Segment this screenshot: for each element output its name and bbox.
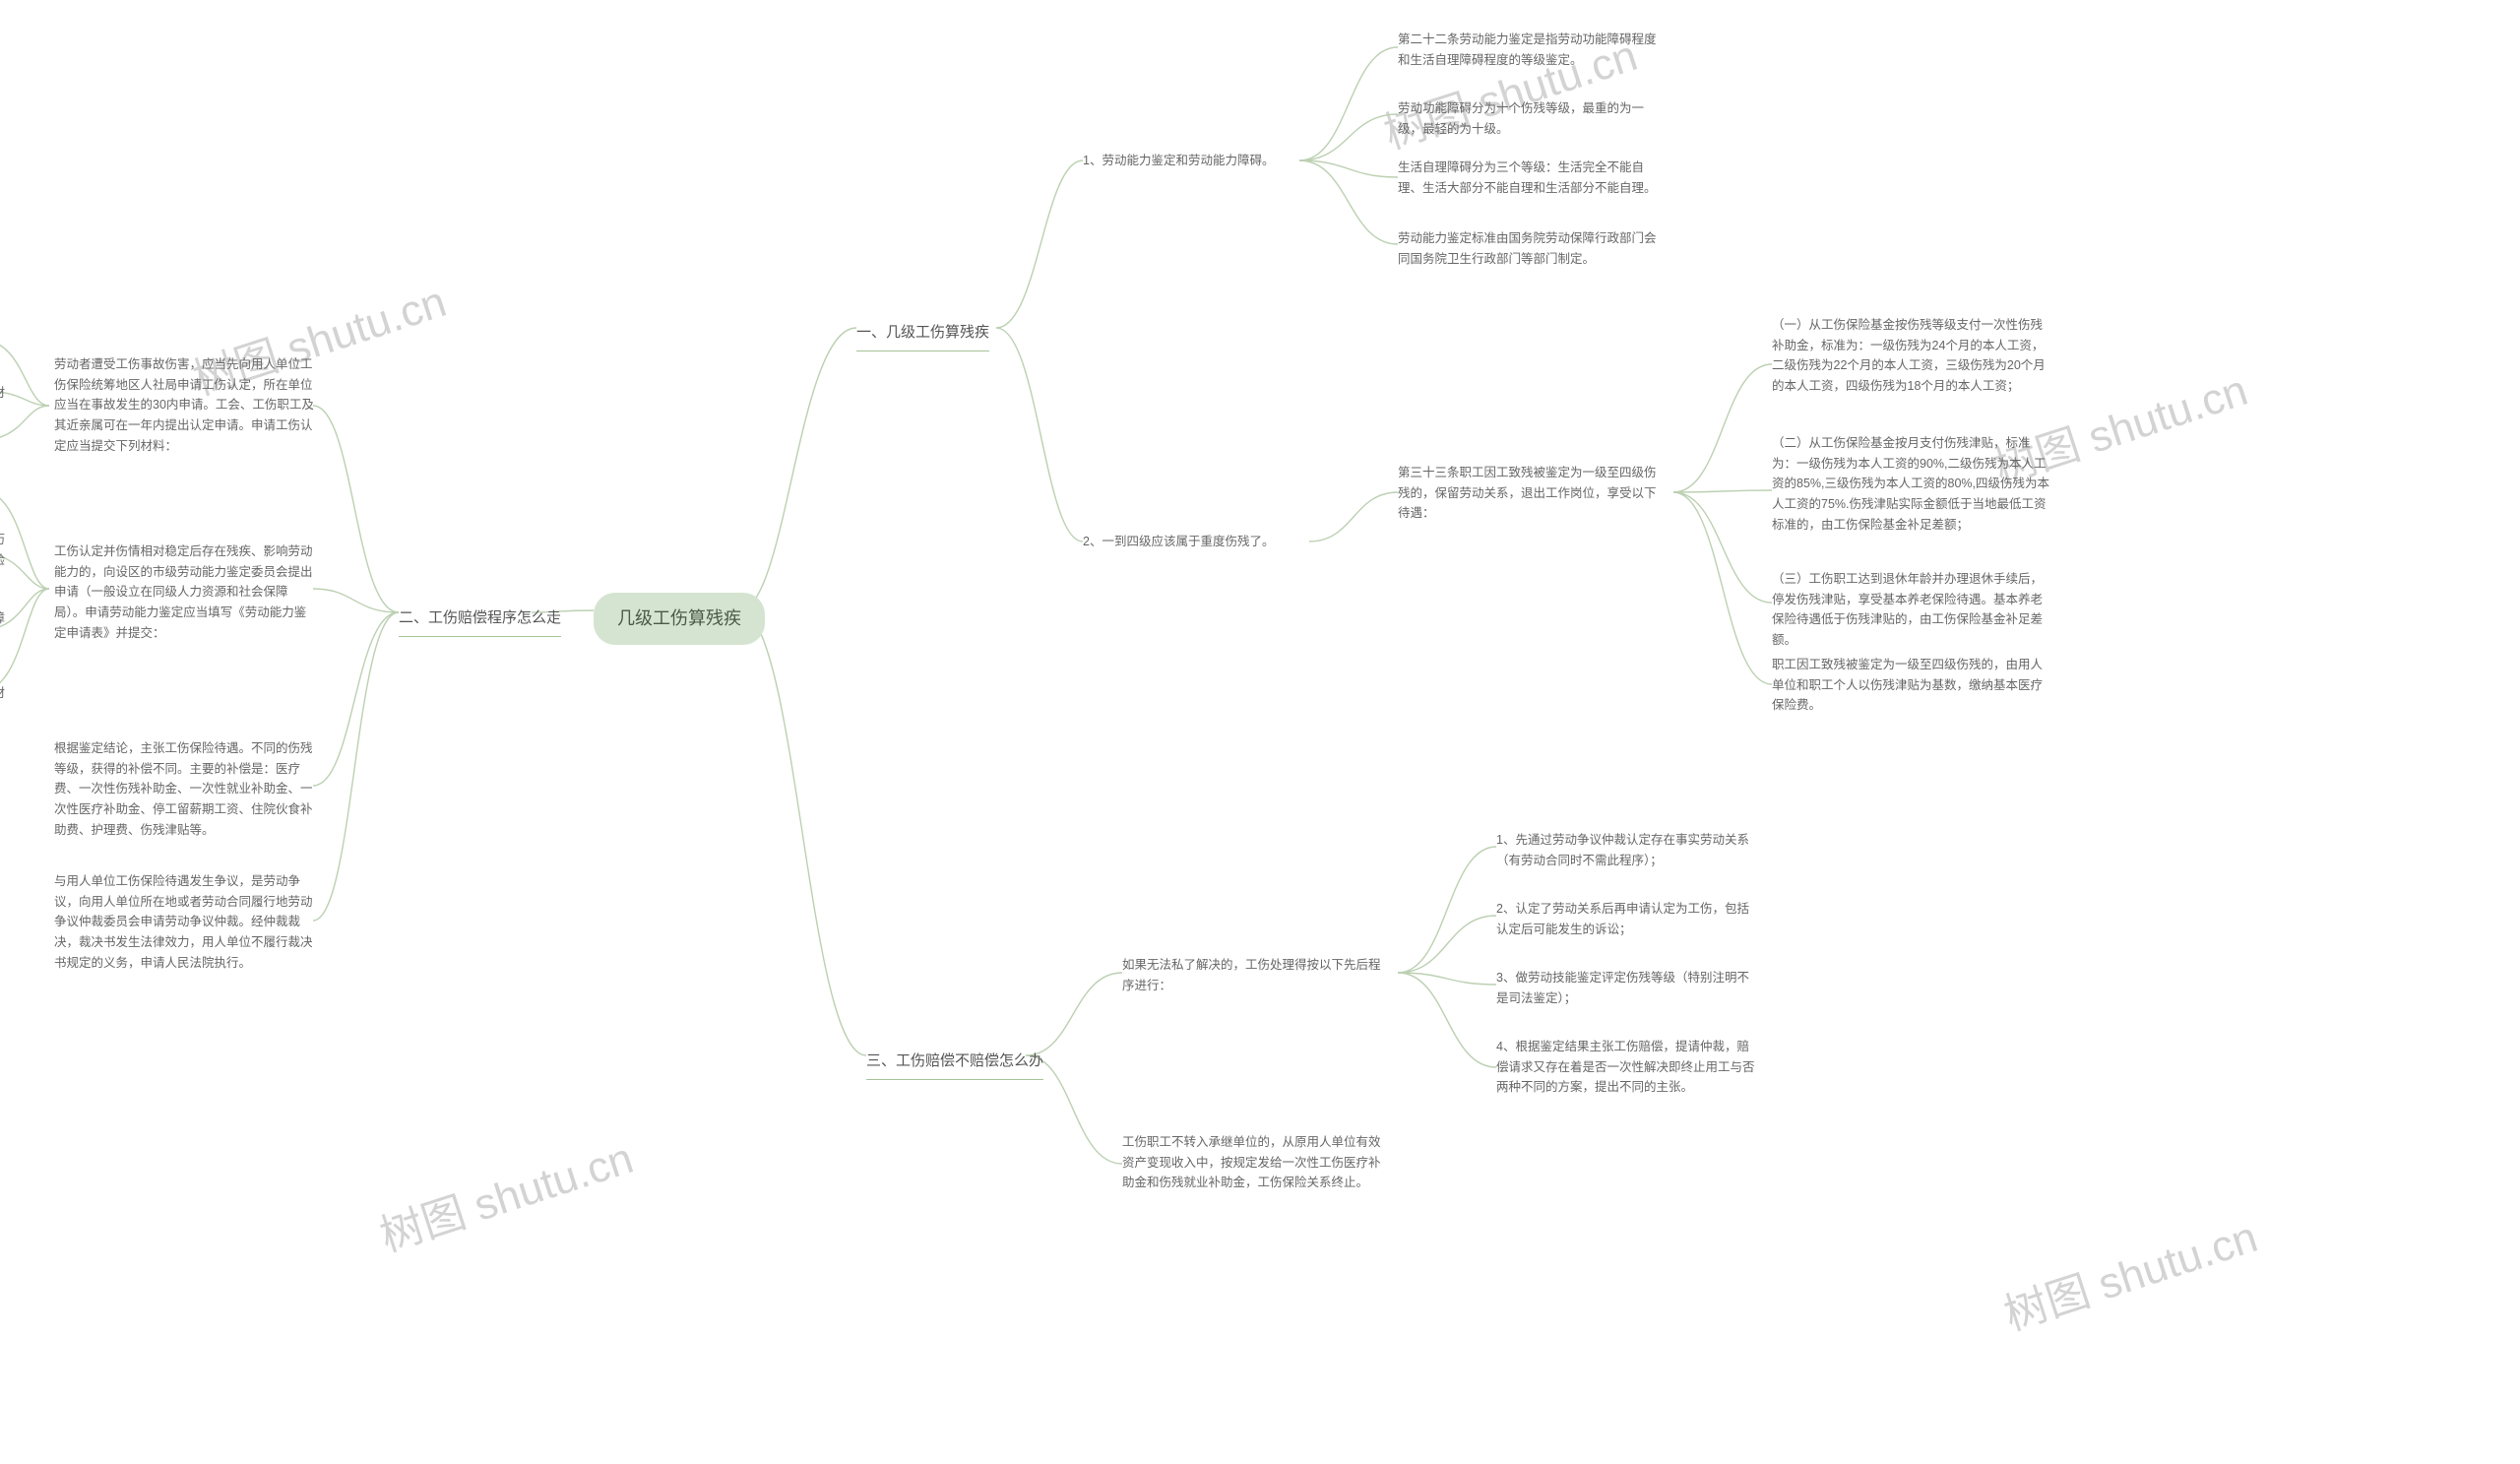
branch-3a-item: 2、认定了劳动关系后再申请认定为工伤，包括认定后可能发生的诉讼；: [1496, 899, 1757, 939]
branch-3a-item: 1、先通过劳动争议仲裁认定存在事实劳动关系（有劳动合同时不需此程序）；: [1496, 830, 1757, 870]
watermark: 树图 shutu.cn: [1995, 1201, 2264, 1342]
branch-3a-item: 4、根据鉴定结果主张工伤赔偿，提请仲裁，赔偿请求又存在着是否一次性解决即终止用工…: [1496, 1037, 1757, 1098]
branch-1b: 2、一到四级应该属于重度伤残了。: [1083, 532, 1274, 552]
branch-1b-intro: 第三十三条职工因工致残被鉴定为一级至四级伤残的，保留劳动关系，退出工作岗位，享受…: [1398, 463, 1659, 524]
branch-2-s2-item: （4）劳动能力鉴定委员会规定的其他材料。: [0, 683, 5, 724]
branch-3b: 工伤职工不转入承继单位的，从原用人单位有效资产变现收入中，按规定发给一次性工伤医…: [1122, 1132, 1383, 1193]
branch-1b-item: （三）工伤职工达到退休年龄并办理退休手续后，停发伤残津贴，享受基本养老保险待遇。…: [1772, 569, 2052, 651]
branch-1a-item: 劳动能力鉴定标准由国务院劳动保障行政部门会同国务院卫生行政部门等部门制定。: [1398, 228, 1659, 269]
branch-1b-item: （一）从工伤保险基金按伤残等级支付一次性伤残补助金，标准为：一级伤残为24个月的…: [1772, 315, 2052, 397]
branch-2-s1: 劳动者遭受工伤事故伤害，应当先向用人单位工伤保险统筹地区人社局申请工伤认定，所在…: [54, 354, 315, 456]
branch-1a-item: 生活自理障碍分为三个等级：生活完全不能自理、生活大部分不能自理和生活部分不能自理…: [1398, 158, 1659, 198]
branch-2-s2-item: （1）《工伤认定决定书》原件和复印件；: [0, 482, 1, 503]
branch-2-s2: 工伤认定并伤情相对稳定后存在残疾、影响劳动能力的，向设区的市级劳动能力鉴定委员会…: [54, 541, 315, 643]
branch-2: 二、工伤赔偿程序怎么走: [399, 601, 561, 637]
branch-3a: 如果无法私了解决的，工伤处理得按以下先后程序进行：: [1122, 955, 1383, 995]
watermark: 树图 shutu.cn: [371, 1122, 640, 1263]
branch-1a: 1、劳动能力鉴定和劳动能力障碍。: [1083, 151, 1274, 171]
branch-1: 一、几级工伤算残疾: [856, 315, 989, 351]
branch-1a-item: 劳动功能障碍分为十个伤残等级，最重的为一级，最轻的为十级。: [1398, 98, 1659, 139]
branch-1a-item: 第二十二条劳动能力鉴定是指劳动功能障碍程度和生活自理障碍程度的等级鉴定。: [1398, 30, 1659, 70]
branch-2-s2-item: （3）工伤职工的居民身份证或者社会保障卡等其他有效身份证明原件和复印件；: [0, 608, 5, 649]
branch-1b-item: 职工因工致残被鉴定为一级至四级伤残的，由用人单位和职工个人以伤残津贴为基数，缴纳…: [1772, 655, 2052, 716]
branch-2-s1-item: （2）与用人单位存在劳动关系的证明材料；: [0, 383, 5, 423]
branch-2-s2-item: （2）有效的诊断证明、按照医疗机构病历管理有关规定复印或者复制的检查、检验报告等…: [0, 530, 5, 591]
root-node: 几级工伤算残疾: [594, 593, 765, 645]
branch-3: 三、工伤赔偿不赔偿怎么办: [866, 1044, 1043, 1080]
branch-1b-item: （二）从工伤保险基金按月支付伤残津贴，标准为：一级伤残为本人工资的90%,二级伤…: [1772, 433, 2052, 535]
branch-2-s3: 根据鉴定结论，主张工伤保险待遇。不同的伤残等级，获得的补偿不同。主要的补偿是：医…: [54, 738, 315, 840]
connectors: [0, 0, 2520, 1464]
branch-3a-item: 3、做劳动技能鉴定评定伤残等级（特别注明不是司法鉴定）；: [1496, 968, 1757, 1008]
branch-2-s4: 与用人单位工伤保险待遇发生争议，是劳动争议，向用人单位所在地或者劳动合同履行地劳…: [54, 871, 315, 973]
